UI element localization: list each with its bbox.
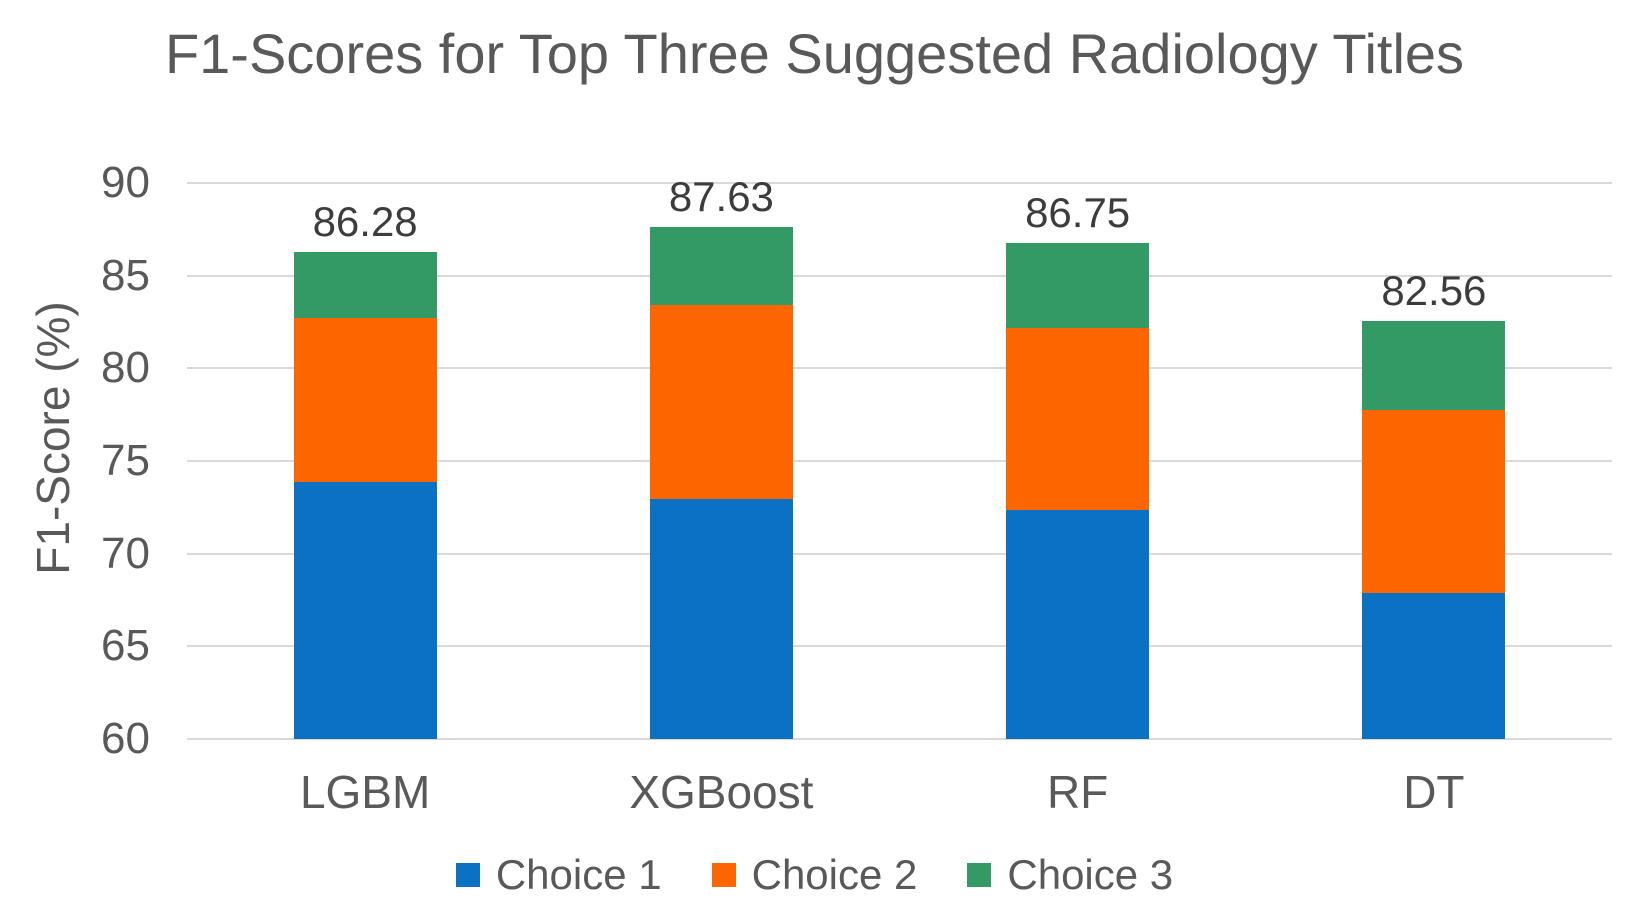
bar-segment-choice-1 [649, 498, 793, 739]
category-label: DT [1403, 766, 1465, 818]
gridline [187, 274, 1612, 277]
bar-segment-choice-3 [1362, 320, 1506, 410]
bar-segment-choice-1 [293, 482, 437, 739]
y-tick-label: 85 [101, 250, 150, 300]
legend-item-choice-3: Choice 3 [967, 852, 1173, 898]
y-tick-label: 70 [101, 528, 150, 578]
y-tick-label: 60 [101, 714, 150, 763]
gridline [187, 367, 1612, 370]
bar-segment-choice-3 [293, 251, 437, 318]
data-label: 86.75 [1025, 189, 1131, 237]
category-label: RF [1046, 766, 1109, 818]
bar-segment-choice-2 [649, 305, 793, 499]
data-label: 82.56 [1381, 266, 1487, 314]
bar-segment-choice-3 [649, 226, 793, 306]
bar-segment-choice-1 [1362, 592, 1506, 739]
legend-swatch-icon [711, 863, 736, 887]
legend-label: Choice 1 [495, 851, 662, 898]
legend-label: Choice 2 [751, 851, 918, 898]
bar-segment-choice-2 [293, 317, 437, 483]
gridline [187, 182, 1612, 184]
bar-segment-choice-1 [1006, 509, 1150, 739]
y-tick-label: 80 [101, 343, 150, 393]
legend-label: Choice 3 [1007, 851, 1174, 898]
legend-swatch-icon [967, 863, 992, 887]
gridline [187, 460, 1612, 462]
bar-segment-choice-3 [1006, 243, 1150, 329]
legend-swatch-icon [455, 863, 480, 887]
data-label: 86.28 [312, 197, 418, 245]
legend: Choice 1 Choice 2 Choice 3 [0, 852, 1629, 898]
legend-item-choice-2: Choice 2 [711, 851, 918, 898]
gridline [187, 552, 1612, 555]
category-label: LGBM [299, 766, 431, 818]
data-label: 87.63 [668, 172, 774, 220]
gridline [187, 645, 1612, 648]
y-tick-label: 90 [101, 158, 150, 207]
bar-segment-choice-2 [1362, 409, 1506, 593]
bar-segment-choice-2 [1006, 328, 1150, 510]
y-tick-label: 65 [101, 621, 150, 671]
y-tick-label: 75 [101, 436, 150, 485]
gridline [187, 738, 1612, 740]
category-label: XGBoost [629, 766, 814, 818]
chart-title: F1-Scores for Top Three Suggested Radiol… [164, 22, 1465, 85]
legend-item-choice-1: Choice 1 [455, 851, 662, 898]
